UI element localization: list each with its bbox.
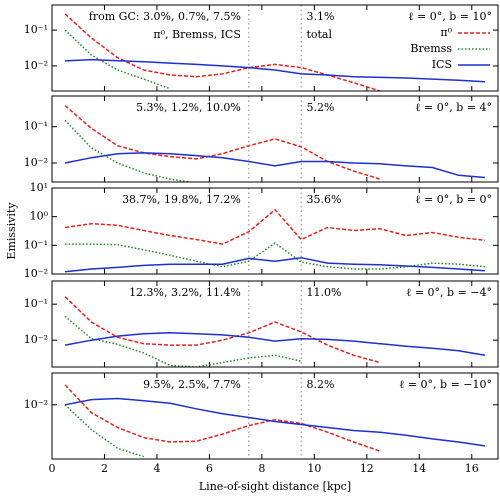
series-line [65, 242, 485, 270]
annotation: 5.3%, 1.2%, 10.0% [136, 101, 241, 114]
y-tick-label: 10⁻² [24, 398, 48, 411]
annotation: 3.1% [306, 10, 334, 23]
annotation: 38.7%, 19.8%, 17.2% [122, 193, 241, 206]
plot-frame [51, 4, 499, 92]
y-tick-label: 10⁻¹ [24, 120, 48, 133]
x-tick-label: 0 [49, 462, 56, 475]
y-tick-label: 10⁻² [24, 156, 48, 169]
y-tick-label: 10⁰ [30, 210, 49, 223]
series-line [64, 13, 381, 91]
annotation: total [306, 28, 332, 41]
annotation: 35.6% [306, 193, 341, 206]
legend-label: Bremss [410, 42, 452, 55]
y-tick-label: 10⁻¹ [24, 238, 48, 251]
series-line [65, 58, 485, 83]
annotation: 5.2% [306, 101, 334, 114]
plot-frame [51, 95, 499, 183]
y-tick-label: 10⁻² [24, 59, 48, 72]
x-tick-label: 6 [206, 462, 213, 475]
x-tick-label: 16 [465, 462, 479, 475]
series-line [64, 296, 381, 364]
series-line [64, 152, 485, 179]
x-tick-label: 8 [258, 462, 265, 475]
series-line [64, 105, 381, 180]
annotation: 9.5%, 2.5%, 7.7% [143, 378, 241, 391]
annotation: ℓ = 0°, b = 4° [415, 101, 492, 114]
y-tick-label: 10⁻¹ [24, 23, 48, 36]
x-tick-label: 14 [412, 462, 426, 475]
annotation: ℓ = 0°, b = −4° [406, 286, 492, 299]
x-tick-label: 4 [153, 462, 160, 475]
legend-label: π⁰ [440, 26, 452, 39]
annotation: ℓ = 0°, b = 10° [408, 10, 492, 23]
plot-frame [51, 280, 499, 368]
series-line [64, 332, 486, 357]
annotation: ℓ = 0°, b = −10° [399, 378, 492, 391]
y-tick-label: 10⁻² [24, 267, 48, 280]
series-line [64, 384, 381, 452]
plot-frame [51, 372, 499, 460]
series-line [65, 256, 485, 273]
x-tick-label: 10 [307, 462, 321, 475]
x-tick-label: 2 [101, 462, 108, 475]
y-tick-label: 10⁻² [24, 333, 48, 346]
series-line [64, 397, 486, 447]
legend-label: ICS [432, 58, 452, 71]
y-axis-label: Emissivity [5, 202, 18, 260]
plot-frame [51, 187, 499, 275]
x-tick-label: 12 [360, 462, 374, 475]
x-axis-label: Line-of-sight distance [kpc] [199, 480, 351, 493]
y-tick-label: 10⁻¹ [24, 297, 48, 310]
annotation: ℓ = 0°, b = 0° [415, 193, 492, 206]
y-tick-label: 10¹ [30, 181, 48, 194]
series-line [64, 404, 145, 458]
annotation: 11.0% [306, 286, 341, 299]
series-line [64, 315, 302, 367]
annotation: from GC: 3.0%, 0.7%, 7.5% [89, 10, 241, 23]
annotation: 8.2% [306, 378, 334, 391]
series-line [64, 208, 485, 245]
series-line [64, 119, 195, 182]
annotation: 12.3%, 3.2%, 11.4% [129, 286, 241, 299]
annotation: π⁰, Bremss, ICS [153, 28, 241, 41]
